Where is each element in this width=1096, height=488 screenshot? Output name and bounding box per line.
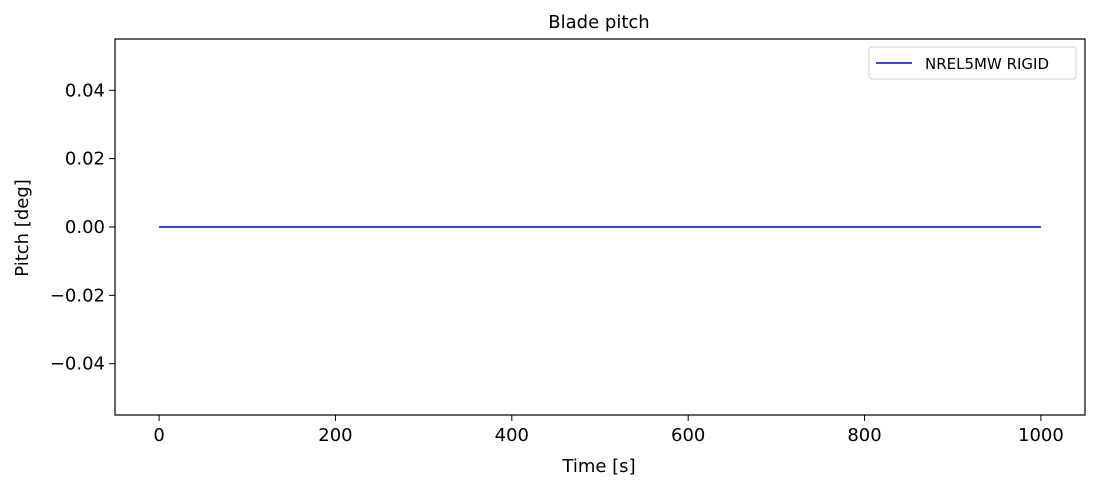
x-tick-label: 400 [495,425,529,446]
y-tick-label: −0.02 [50,285,105,306]
legend-box [868,46,1077,80]
y-tick-label: 0.00 [65,217,105,238]
x-tick-label: 600 [671,425,705,446]
chart-title: Blade pitch [548,12,649,33]
y-tick-label: −0.04 [50,354,105,375]
y-axis-label: Pitch [deg] [12,179,33,277]
x-axis-label: Time [s] [561,456,635,477]
x-tick-label: 0 [153,425,164,446]
y-tick-label: 0.04 [65,80,105,101]
legend: NREL5MW RIGID [868,46,1077,80]
x-tick-label: 1000 [1018,425,1064,446]
y-axis: 0.04 0.02 0.00 −0.02 −0.04 [50,80,115,375]
y-tick-label: 0.02 [65,149,105,170]
legend-label-nrel5mw-rigid: NREL5MW RIGID [925,55,1049,73]
x-tick-label: 200 [318,425,352,446]
x-axis: 0 200 400 600 800 1000 [153,415,1064,446]
x-tick-label: 800 [847,425,881,446]
